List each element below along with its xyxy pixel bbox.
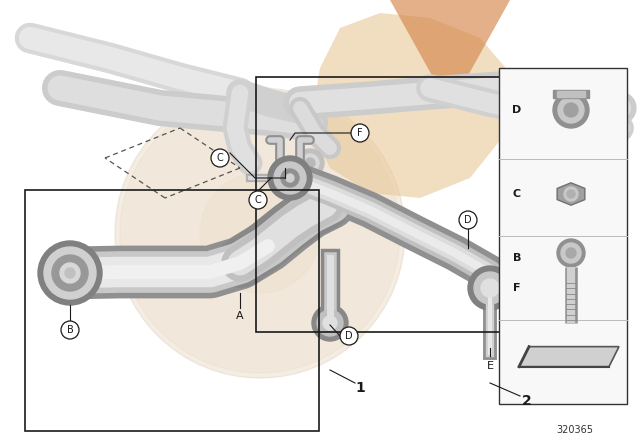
Circle shape — [459, 211, 477, 229]
Bar — [553, 90, 589, 98]
Circle shape — [558, 97, 584, 123]
Circle shape — [561, 243, 581, 263]
Bar — [25, 190, 319, 431]
Circle shape — [351, 124, 369, 142]
Circle shape — [296, 149, 324, 177]
Text: C: C — [255, 195, 261, 205]
Circle shape — [52, 255, 88, 291]
Polygon shape — [310, 13, 510, 198]
Bar — [557, 91, 585, 97]
Circle shape — [301, 154, 319, 172]
Circle shape — [44, 247, 96, 299]
Circle shape — [312, 305, 348, 341]
Text: E: E — [486, 361, 493, 371]
Circle shape — [564, 187, 578, 201]
Text: F: F — [357, 128, 363, 138]
Bar — [499, 68, 627, 404]
Polygon shape — [390, 0, 510, 108]
Circle shape — [566, 248, 576, 258]
Circle shape — [553, 92, 589, 128]
Circle shape — [65, 268, 75, 278]
Circle shape — [281, 169, 299, 187]
Circle shape — [274, 162, 306, 194]
Polygon shape — [557, 183, 585, 205]
Text: C: C — [513, 189, 521, 199]
Circle shape — [120, 93, 400, 373]
Text: D: D — [513, 105, 522, 115]
Circle shape — [323, 316, 337, 330]
Circle shape — [249, 191, 267, 209]
Circle shape — [564, 103, 578, 117]
Text: D: D — [345, 331, 353, 341]
Circle shape — [211, 149, 229, 167]
Circle shape — [268, 156, 312, 200]
Text: D: D — [464, 215, 472, 225]
Circle shape — [557, 239, 585, 267]
Circle shape — [317, 310, 343, 336]
Bar — [256, 77, 550, 332]
Polygon shape — [519, 347, 619, 366]
Circle shape — [305, 158, 315, 168]
Circle shape — [567, 190, 575, 198]
Circle shape — [38, 241, 102, 305]
Circle shape — [60, 263, 80, 283]
Circle shape — [115, 88, 405, 378]
Text: 2: 2 — [522, 394, 532, 408]
Circle shape — [286, 174, 294, 182]
Circle shape — [474, 272, 506, 304]
Circle shape — [481, 279, 499, 297]
Circle shape — [340, 327, 358, 345]
Text: B: B — [67, 325, 74, 335]
Text: 1: 1 — [355, 381, 365, 395]
Text: 320365: 320365 — [557, 425, 593, 435]
Text: C: C — [216, 153, 223, 163]
Text: A: A — [236, 311, 244, 321]
Text: F: F — [513, 283, 521, 293]
Circle shape — [468, 266, 512, 310]
Circle shape — [61, 321, 79, 339]
Text: B: B — [513, 253, 521, 263]
Circle shape — [200, 173, 320, 293]
